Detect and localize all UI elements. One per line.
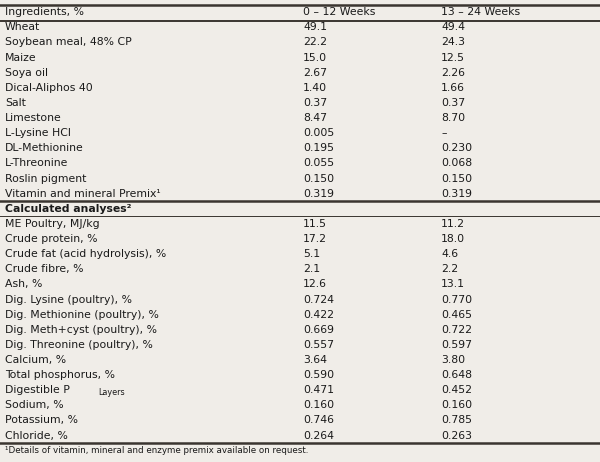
Text: 0.669: 0.669 xyxy=(303,325,334,335)
Text: –: – xyxy=(441,128,446,138)
Text: 0.150: 0.150 xyxy=(303,174,334,183)
Text: L-Lysine HCl: L-Lysine HCl xyxy=(5,128,71,138)
Text: 12.5: 12.5 xyxy=(441,53,465,62)
Text: 17.2: 17.2 xyxy=(303,234,327,244)
Text: 0.557: 0.557 xyxy=(303,340,334,350)
Text: 12.6: 12.6 xyxy=(303,280,327,289)
Text: 0.422: 0.422 xyxy=(303,310,334,320)
Text: 13 – 24 Weeks: 13 – 24 Weeks xyxy=(441,7,520,17)
Text: Total phosphorus, %: Total phosphorus, % xyxy=(5,370,115,380)
Text: 22.2: 22.2 xyxy=(303,37,327,48)
Text: 2.67: 2.67 xyxy=(303,67,327,78)
Text: 1.66: 1.66 xyxy=(441,83,465,93)
Text: Chloride, %: Chloride, % xyxy=(5,431,68,441)
Text: Digestible P: Digestible P xyxy=(5,385,73,395)
Text: 0.746: 0.746 xyxy=(303,415,334,426)
Text: 2.1: 2.1 xyxy=(303,264,320,274)
Text: 0.452: 0.452 xyxy=(441,385,472,395)
Text: Dig. Threonine (poultry), %: Dig. Threonine (poultry), % xyxy=(5,340,152,350)
Text: 0.160: 0.160 xyxy=(303,401,334,410)
Text: 0.471: 0.471 xyxy=(303,385,334,395)
Text: 0.230: 0.230 xyxy=(441,143,472,153)
Text: 0.37: 0.37 xyxy=(441,98,465,108)
Text: Soybean meal, 48% CP: Soybean meal, 48% CP xyxy=(5,37,131,48)
Text: Roslin pigment: Roslin pigment xyxy=(5,174,86,183)
Text: Soya oil: Soya oil xyxy=(5,67,48,78)
Text: 1.40: 1.40 xyxy=(303,83,327,93)
Text: Dig. Methionine (poultry), %: Dig. Methionine (poultry), % xyxy=(5,310,158,320)
Text: Maize: Maize xyxy=(5,53,37,62)
Text: ¹Details of vitamin, mineral and enzyme premix available on request.: ¹Details of vitamin, mineral and enzyme … xyxy=(5,446,308,455)
Text: 2.2: 2.2 xyxy=(441,264,458,274)
Text: 0.37: 0.37 xyxy=(303,98,327,108)
Text: 8.70: 8.70 xyxy=(441,113,465,123)
Text: L-Threonine: L-Threonine xyxy=(5,158,68,169)
Text: 0.319: 0.319 xyxy=(303,188,334,199)
Text: 18.0: 18.0 xyxy=(441,234,465,244)
Text: 5.1: 5.1 xyxy=(303,249,320,259)
Text: ME Poultry, MJ/kg: ME Poultry, MJ/kg xyxy=(5,219,100,229)
Text: 0.770: 0.770 xyxy=(441,294,472,304)
Text: 0.319: 0.319 xyxy=(441,188,472,199)
Text: 0.597: 0.597 xyxy=(441,340,472,350)
Text: 11.5: 11.5 xyxy=(303,219,327,229)
Text: Dig. Lysine (poultry), %: Dig. Lysine (poultry), % xyxy=(5,294,132,304)
Text: 49.4: 49.4 xyxy=(441,22,465,32)
Text: 0.590: 0.590 xyxy=(303,370,334,380)
Text: Ash, %: Ash, % xyxy=(5,280,42,289)
Text: Wheat: Wheat xyxy=(5,22,40,32)
Text: 49.1: 49.1 xyxy=(303,22,327,32)
Text: 0.722: 0.722 xyxy=(441,325,472,335)
Text: 0.055: 0.055 xyxy=(303,158,334,169)
Text: 4.6: 4.6 xyxy=(441,249,458,259)
Text: 13.1: 13.1 xyxy=(441,280,465,289)
Text: 0.160: 0.160 xyxy=(441,401,472,410)
Text: 2.26: 2.26 xyxy=(441,67,465,78)
Text: 0.648: 0.648 xyxy=(441,370,472,380)
Text: Crude protein, %: Crude protein, % xyxy=(5,234,97,244)
Text: 0.068: 0.068 xyxy=(441,158,472,169)
Text: 0.263: 0.263 xyxy=(441,431,472,441)
Text: 0 – 12 Weeks: 0 – 12 Weeks xyxy=(303,7,376,17)
Text: 0.264: 0.264 xyxy=(303,431,334,441)
Text: 8.47: 8.47 xyxy=(303,113,327,123)
Text: 0.724: 0.724 xyxy=(303,294,334,304)
Text: Dical-Aliphos 40: Dical-Aliphos 40 xyxy=(5,83,92,93)
Text: Limestone: Limestone xyxy=(5,113,62,123)
Text: Ingredients, %: Ingredients, % xyxy=(5,7,84,17)
Text: Crude fat (acid hydrolysis), %: Crude fat (acid hydrolysis), % xyxy=(5,249,166,259)
Text: Calcium, %: Calcium, % xyxy=(5,355,66,365)
Text: 0.005: 0.005 xyxy=(303,128,334,138)
Text: Salt: Salt xyxy=(5,98,26,108)
Text: Potassium, %: Potassium, % xyxy=(5,415,78,426)
Text: 0.785: 0.785 xyxy=(441,415,472,426)
Text: Crude fibre, %: Crude fibre, % xyxy=(5,264,83,274)
Text: 0.150: 0.150 xyxy=(441,174,472,183)
Text: Vitamin and mineral Premix¹: Vitamin and mineral Premix¹ xyxy=(5,188,160,199)
Text: 3.80: 3.80 xyxy=(441,355,465,365)
Text: 15.0: 15.0 xyxy=(303,53,327,62)
Text: Layers: Layers xyxy=(98,388,124,397)
Text: Dig. Meth+cyst (poultry), %: Dig. Meth+cyst (poultry), % xyxy=(5,325,157,335)
Text: Calculated analyses²: Calculated analyses² xyxy=(5,204,131,214)
Text: 0.195: 0.195 xyxy=(303,143,334,153)
Text: 0.465: 0.465 xyxy=(441,310,472,320)
Text: 3.64: 3.64 xyxy=(303,355,327,365)
Text: 24.3: 24.3 xyxy=(441,37,465,48)
Text: Sodium, %: Sodium, % xyxy=(5,401,64,410)
Text: 11.2: 11.2 xyxy=(441,219,465,229)
Text: DL-Methionine: DL-Methionine xyxy=(5,143,83,153)
